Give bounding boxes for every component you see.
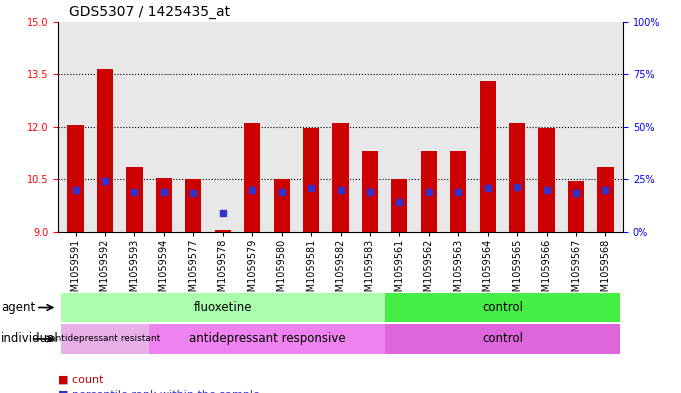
Bar (539, 129, 554, 232)
Text: fluoxetine: fluoxetine (193, 301, 252, 314)
Bar (97, 69, 113, 232)
Bar (149, 324, 385, 354)
Bar (421, 151, 437, 232)
Bar (385, 324, 620, 354)
Bar (509, 123, 525, 232)
Text: ■ percentile rank within the sample: ■ percentile rank within the sample (58, 390, 259, 393)
Bar (61, 324, 149, 354)
Bar (332, 123, 349, 232)
Bar (479, 81, 496, 232)
Bar (244, 123, 260, 232)
Text: GDS5307 / 1425435_at: GDS5307 / 1425435_at (69, 5, 230, 19)
Bar (392, 178, 407, 232)
Text: antidepressant responsive: antidepressant responsive (189, 332, 345, 345)
Text: control: control (482, 301, 523, 314)
Bar (156, 178, 172, 232)
Bar (385, 293, 620, 322)
Bar (597, 167, 614, 232)
Text: ■ count: ■ count (58, 374, 104, 384)
Bar (127, 167, 142, 232)
Bar (67, 125, 84, 232)
Text: antidepressant resistant: antidepressant resistant (50, 334, 160, 343)
Bar (215, 230, 231, 232)
Bar (61, 293, 385, 322)
Bar (450, 151, 466, 232)
Bar (362, 151, 378, 232)
Text: control: control (482, 332, 523, 345)
Bar (303, 129, 319, 232)
Bar (568, 181, 584, 232)
Bar (185, 178, 202, 232)
Bar (274, 178, 289, 232)
Text: agent: agent (1, 301, 35, 314)
Text: individual: individual (1, 332, 59, 345)
